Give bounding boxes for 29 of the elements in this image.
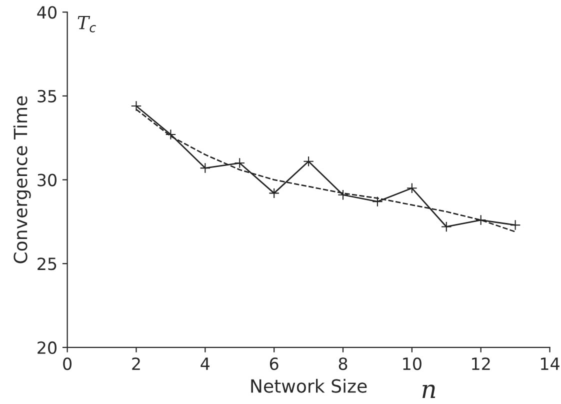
point xyxy=(303,156,314,167)
annotation: T$_{c}$ xyxy=(78,16,96,32)
y-tick-label: 40 xyxy=(37,6,56,19)
point xyxy=(338,189,348,200)
y-tick-label: 30 xyxy=(38,174,56,186)
x-tick-label: 6 xyxy=(270,357,278,370)
x-tick-label: 10 xyxy=(403,357,422,370)
point xyxy=(200,162,211,174)
x-tick-label: 0 xyxy=(63,357,72,370)
text: n xyxy=(422,384,436,398)
y-axis-title: Convergence Time xyxy=(13,96,31,264)
point xyxy=(165,129,176,140)
point xyxy=(510,220,521,230)
point xyxy=(441,221,452,232)
x-tick-label: 4 xyxy=(200,358,210,370)
point xyxy=(268,188,280,199)
y-tick-label: 20 xyxy=(38,341,56,354)
y-tick-label: 25 xyxy=(38,258,56,270)
x-tick-label: 8 xyxy=(338,357,348,370)
x-axis-title: Network Size xyxy=(251,378,367,393)
point xyxy=(475,214,486,226)
x-tick-label: 14 xyxy=(541,358,560,370)
point xyxy=(130,100,142,112)
x-tick-label: 12 xyxy=(472,357,490,370)
y-tick-label: 35 xyxy=(38,90,56,103)
point xyxy=(372,196,383,207)
point xyxy=(234,158,246,168)
point xyxy=(406,182,418,194)
x-tick-label: 2 xyxy=(132,357,140,370)
